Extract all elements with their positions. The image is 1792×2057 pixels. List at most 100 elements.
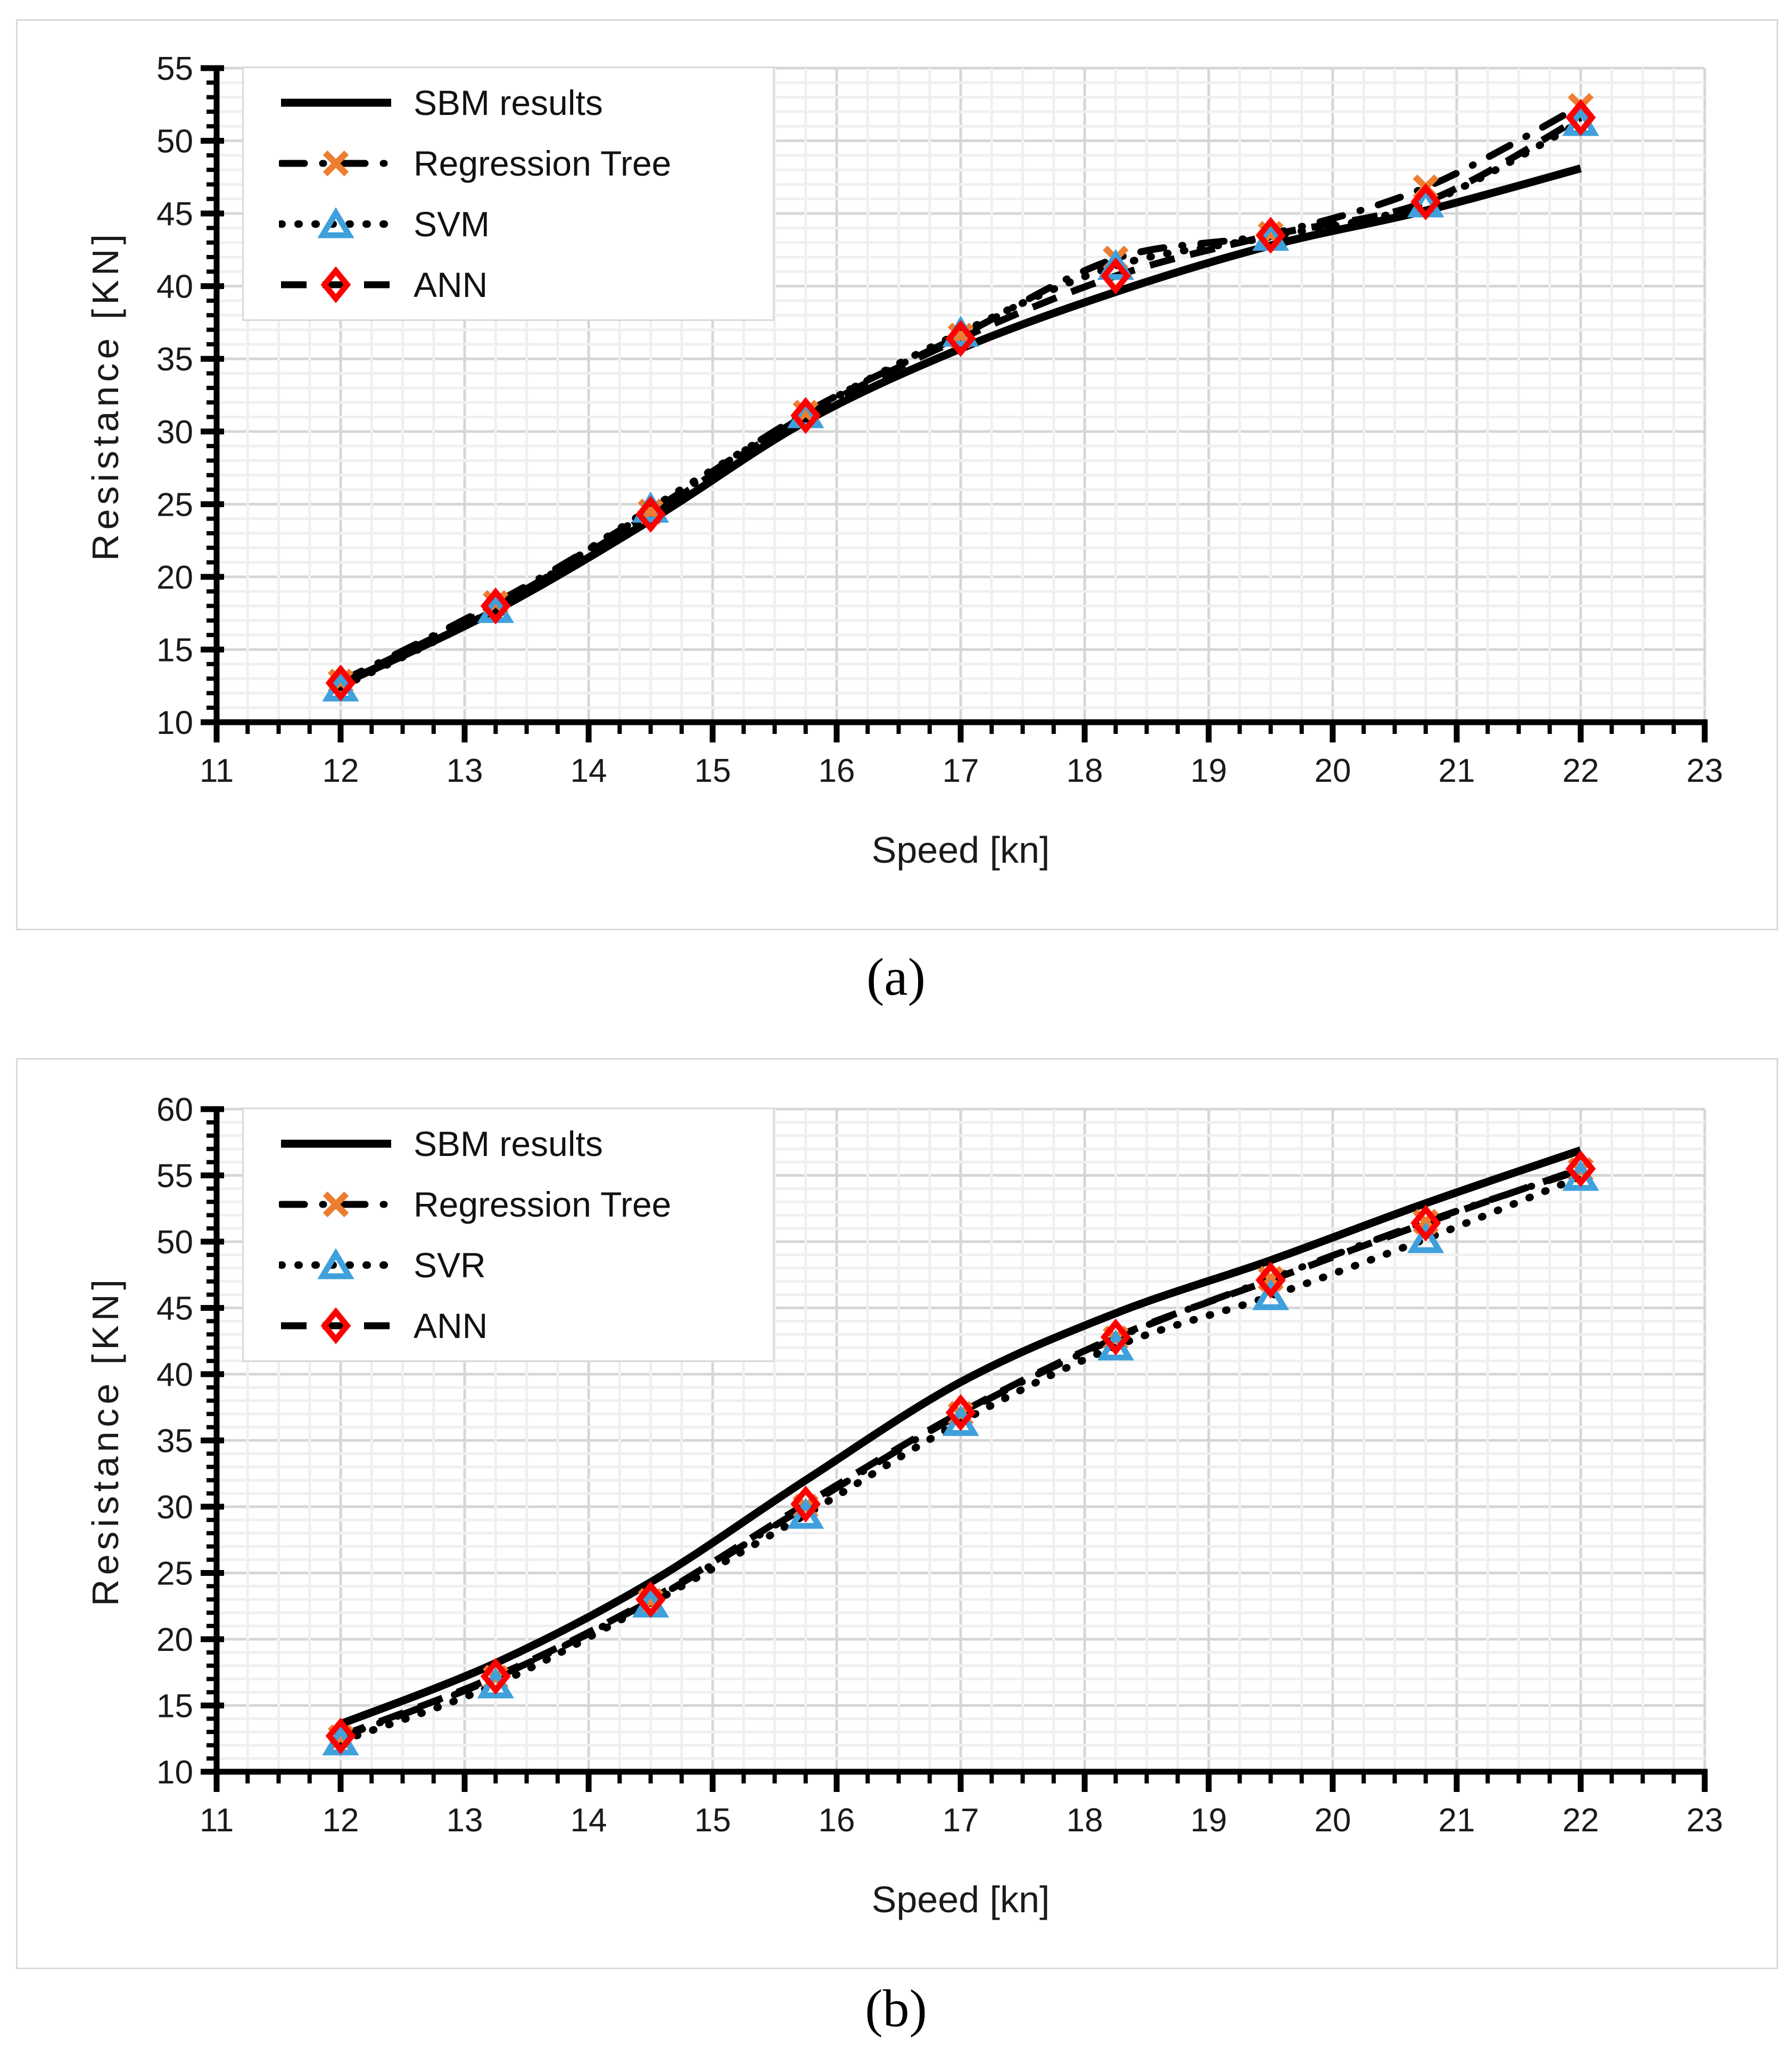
diamond-marker-icon xyxy=(945,320,976,357)
legend-line-sample xyxy=(279,150,393,177)
x-tick-label: 23 xyxy=(1687,753,1723,789)
diamond-marker-icon xyxy=(790,1485,821,1523)
x-tick-label: 19 xyxy=(1191,1802,1227,1839)
y-tick-label: 50 xyxy=(156,123,193,160)
legend-line-sample xyxy=(281,1307,391,1344)
y-tick-label: 60 xyxy=(156,1092,193,1128)
axes xyxy=(201,65,1708,742)
y-tick-label: 30 xyxy=(156,414,193,451)
legend-line-sample xyxy=(281,98,391,107)
triangle-marker-icon xyxy=(317,207,354,238)
y-axis-title: Resistance [KN] xyxy=(85,229,126,561)
caption-a: (a) xyxy=(866,947,926,1006)
y-tick-label: 10 xyxy=(156,1754,193,1791)
series-line-ann xyxy=(339,1165,1582,1739)
x-tick-label: 12 xyxy=(323,753,359,789)
diamond-marker-icon xyxy=(1410,1204,1441,1242)
x-tick-label: 17 xyxy=(943,1802,979,1839)
tick-labels: 10 15 20 25 30 35 40 45 50 55 11 12 13 14 15 16 17 18 19 20… xyxy=(156,51,1723,789)
y-tick-label: 35 xyxy=(156,1423,193,1460)
x-tick-label: 16 xyxy=(819,1802,855,1839)
x-tick-label: 18 xyxy=(1067,753,1103,789)
x-axis-title: Speed [kn] xyxy=(871,1879,1050,1920)
x-tick-label: 18 xyxy=(1067,1802,1103,1839)
series-line-sbm-results xyxy=(339,1146,1582,1728)
x-tick-label: 21 xyxy=(1439,1802,1475,1839)
x-tick-label: 12 xyxy=(323,1802,359,1839)
x-tick-label: 19 xyxy=(1191,753,1227,789)
diamond-marker-icon xyxy=(1100,257,1131,295)
legend-label: ANN xyxy=(414,1306,488,1345)
y-tick-label: 30 xyxy=(156,1489,193,1526)
caption-b: (b) xyxy=(865,1979,927,2038)
y-tick-label: 40 xyxy=(156,1357,193,1393)
diamond-marker-icon xyxy=(1256,217,1286,254)
legend-line-sample xyxy=(279,1248,393,1279)
legend-item: ANN xyxy=(279,261,773,309)
legend-item: SBM results xyxy=(279,79,773,127)
legend: SBM results Regression Tree SVM ANN xyxy=(242,67,774,321)
y-tick-label: 15 xyxy=(156,632,193,668)
diamond-marker-icon xyxy=(635,1581,666,1618)
legend-line-sample xyxy=(281,1139,391,1148)
legend-label: SVM xyxy=(414,204,490,244)
diamond-marker-icon xyxy=(325,664,356,701)
x-tick-label: 22 xyxy=(1563,1802,1599,1839)
legend-label: Regression Tree xyxy=(414,144,672,183)
diamond-marker-icon xyxy=(1565,1150,1596,1187)
series-line-ann xyxy=(339,114,1583,687)
x-tick-label: 17 xyxy=(943,753,979,789)
y-tick-label: 20 xyxy=(156,1622,193,1658)
y-tick-label: 15 xyxy=(156,1688,193,1725)
y-tick-label: 55 xyxy=(156,1158,193,1195)
diamond-marker-icon xyxy=(480,587,511,625)
x-tick-label: 11 xyxy=(200,753,234,789)
x-tick-label: 20 xyxy=(1315,1802,1351,1839)
y-tick-label: 45 xyxy=(156,1291,193,1327)
diamond-marker-icon xyxy=(320,266,351,303)
x-tick-label: 20 xyxy=(1315,753,1351,789)
diamond-marker-icon xyxy=(480,1658,511,1695)
y-tick-label: 35 xyxy=(156,341,193,378)
series-markers xyxy=(322,1150,1599,1756)
y-tick-label: 20 xyxy=(156,559,193,596)
diamond-marker-icon xyxy=(945,1394,976,1431)
diamond-marker-icon xyxy=(1565,99,1596,136)
chart-canvas-a: 10 15 20 25 30 35 40 45 50 55 11 12 13 14 15 16 17 18 19 20… xyxy=(156,51,1723,789)
legend-item: ANN xyxy=(279,1302,773,1350)
x-axis-title: Speed [kn] xyxy=(871,829,1050,871)
diamond-marker-icon xyxy=(1256,1261,1286,1299)
y-tick-label: 45 xyxy=(156,196,193,233)
y-tick-label: 40 xyxy=(156,269,193,305)
x-tick-label: 15 xyxy=(695,753,731,789)
legend-item: SVR xyxy=(279,1241,773,1289)
panel-a: 10 15 20 25 30 35 40 45 50 55 11 12 13 14 15 16 17 18 19 20… xyxy=(16,19,1778,930)
panel-b: 10 15 20 25 30 35 40 45 50 55 60 11 12 13 14 15 16 17 18 19… xyxy=(16,1058,1778,1969)
legend-label: SBM results xyxy=(414,83,603,122)
legend-item: Regression Tree xyxy=(279,139,773,187)
triangle-marker-icon xyxy=(1407,1222,1444,1253)
x-tick-label: 21 xyxy=(1439,753,1475,789)
diamond-marker-icon xyxy=(320,1307,351,1344)
legend-label: SVR xyxy=(414,1245,486,1285)
legend-label: SBM results xyxy=(414,1124,603,1163)
diamond-marker-icon xyxy=(1410,183,1441,220)
legend-item: SVM xyxy=(279,200,773,248)
x-tick-label: 13 xyxy=(447,753,483,789)
y-tick-label: 50 xyxy=(156,1224,193,1261)
x-tick-label: 14 xyxy=(571,1802,607,1839)
y-tick-label: 25 xyxy=(156,486,193,523)
triangle-marker-icon xyxy=(317,1248,354,1279)
x-tick-label: 15 xyxy=(695,1802,731,1839)
legend-line-sample xyxy=(279,207,393,238)
y-tick-label: 25 xyxy=(156,1556,193,1592)
diamond-marker-icon xyxy=(790,397,821,434)
diamond-marker-icon xyxy=(1100,1318,1131,1356)
legend-line-sample xyxy=(281,266,391,303)
y-tick-label: 55 xyxy=(156,51,193,87)
x-tick-label: 16 xyxy=(819,753,855,789)
y-axis-title: Resistance [KN] xyxy=(85,1275,126,1606)
legend-item: SBM results xyxy=(279,1120,773,1168)
x-tick-label: 23 xyxy=(1687,1802,1723,1839)
x-tick-label: 22 xyxy=(1563,753,1599,789)
